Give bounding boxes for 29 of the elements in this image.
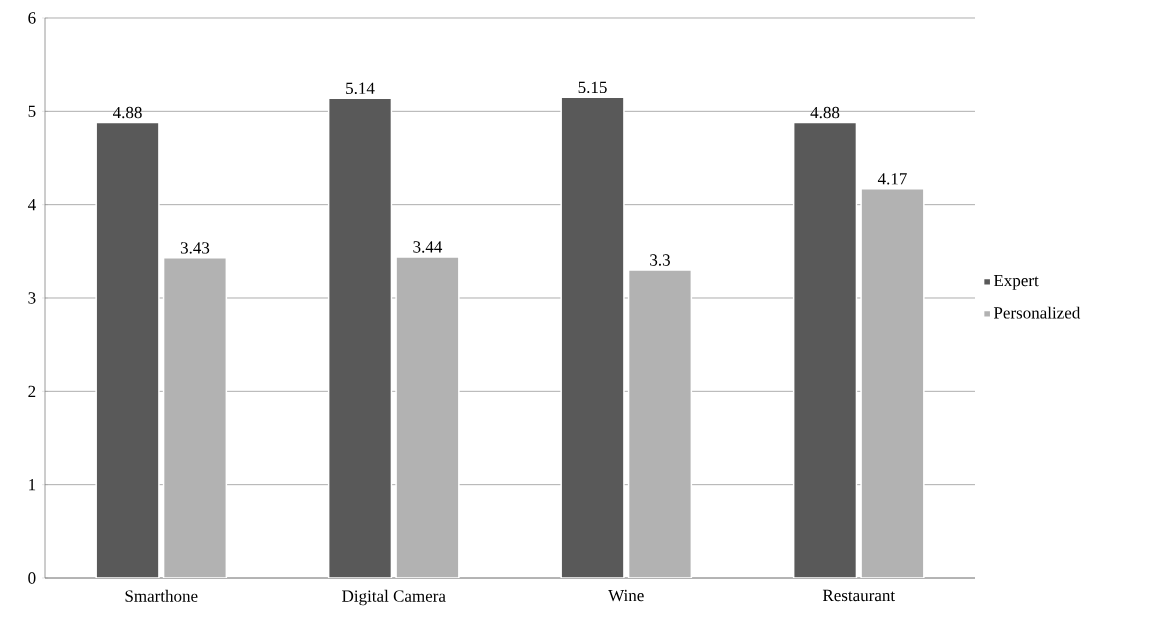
y-tick-label: 6 (28, 12, 36, 24)
x-tick-label: Restaurant (822, 589, 896, 602)
y-tick-label: 1 (29, 479, 36, 491)
y-tick-label: 3 (28, 292, 36, 304)
x-tick-label: Smarthone (125, 589, 198, 602)
legend-label: Personalized (993, 306, 1081, 319)
x-tick-label: Digital Camera (342, 589, 446, 606)
bar (395, 256, 460, 578)
y-tick-label: 5 (28, 105, 36, 117)
y-tick-label: 4 (27, 199, 36, 211)
data-label: 5.15 (578, 81, 607, 94)
y-tick-label: 2 (28, 385, 36, 397)
data-label: 3.3 (650, 254, 670, 266)
data-label: 3.43 (180, 242, 210, 254)
data-label: 4.88 (810, 106, 840, 119)
data-label: 4.88 (112, 106, 142, 119)
bar (792, 121, 858, 578)
bar (327, 97, 393, 578)
y-tick-label: 0 (28, 572, 36, 584)
x-tick-label: Wine (608, 589, 644, 602)
data-label: 5.14 (346, 82, 375, 95)
data-label: 3.44 (413, 241, 443, 253)
bar (162, 257, 228, 578)
bar (560, 96, 625, 578)
bar (860, 188, 925, 578)
legend-label: Expert (993, 275, 1039, 290)
data-label: 4.17 (877, 173, 907, 185)
bar (95, 121, 160, 578)
bar (627, 269, 693, 578)
